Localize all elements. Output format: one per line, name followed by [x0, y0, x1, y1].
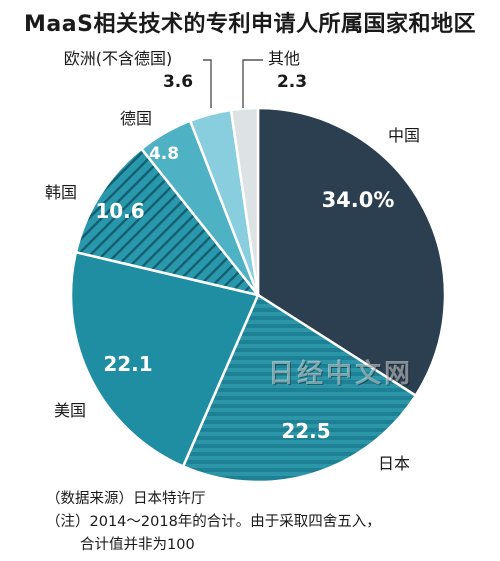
- slice-value-label-4: 4.8: [149, 144, 179, 164]
- footnote-line-2: 合计值并非为100: [80, 537, 195, 553]
- slice-value-label-0: 34.0%: [322, 188, 395, 212]
- watermark: 日经中文网: [268, 359, 414, 389]
- slice-value-label-3: 10.6: [95, 199, 144, 223]
- slice-category-label-4: 德国: [120, 109, 152, 128]
- chart-notes: （数据来源）日本特许厅 （注）2014～2018年的合计。由于采取四舍五入， 合…: [46, 488, 381, 557]
- slice-category-label-5: 欧洲(不含德国): [64, 49, 173, 68]
- pie-slice-2: [69, 250, 260, 469]
- slice-category-label-3: 韩国: [45, 183, 77, 202]
- slice-category-label-6: 其他: [268, 49, 300, 68]
- chart-title: MaaS相关技术的专利申请人所属国家和地区: [24, 12, 476, 37]
- pie-slice-1: [181, 293, 418, 484]
- slice-value-label-2: 22.1: [103, 352, 152, 376]
- leader-line-6: [242, 59, 263, 108]
- source-note: （数据来源）日本特许厅: [46, 491, 206, 507]
- slice-value-label-5: 3.6: [163, 72, 193, 92]
- pie-slice-6: [229, 106, 260, 296]
- slice-value-label-6: 2.3: [277, 72, 307, 92]
- pie-slice-3: [74, 147, 262, 298]
- slice-category-label-0: 中国: [388, 126, 420, 145]
- footnote-line-1: （注）2014～2018年的合计。由于采取四舍五入，: [46, 514, 381, 530]
- slice-value-label-1: 22.5: [281, 419, 330, 443]
- leader-line-5: [203, 59, 212, 108]
- slice-category-label-1: 日本: [378, 454, 410, 473]
- slice-category-label-2: 美国: [54, 401, 86, 420]
